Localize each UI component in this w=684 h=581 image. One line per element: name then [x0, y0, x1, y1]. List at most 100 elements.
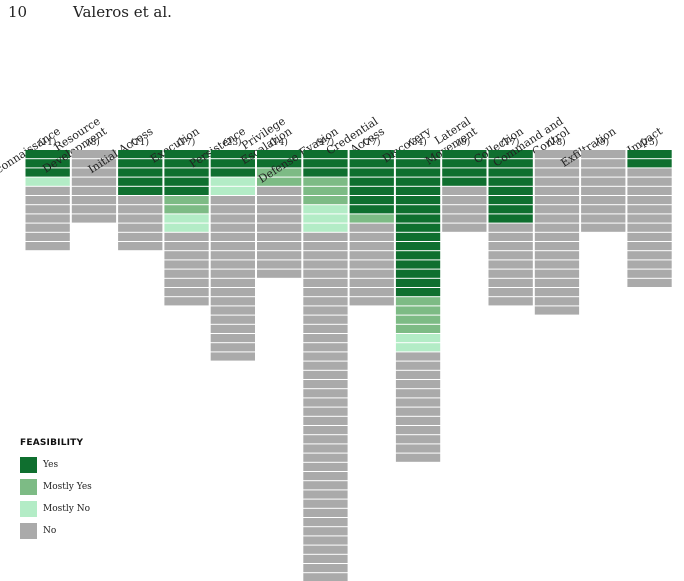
- cell-discovery-yes: [395, 214, 441, 223]
- cell-discovery-no: [395, 361, 441, 370]
- cell-defense-evasion-no: [303, 269, 348, 278]
- cell-privilege-escalation-yes: [257, 159, 302, 168]
- cell-persistence-no: [210, 288, 255, 297]
- cell-execution-no: [164, 297, 209, 306]
- cell-resource-development-no: [71, 150, 117, 159]
- cell-privilege-escalation-no: [257, 196, 302, 205]
- cell-privilege-escalation-no: [257, 251, 302, 260]
- cell-defense-evasion-yes: [303, 168, 348, 177]
- cell-defense-evasion-no: [303, 389, 348, 398]
- cell-discovery-yes: [395, 150, 441, 159]
- cell-privilege-escalation-no: [257, 232, 302, 241]
- legend-label-yes: Yes: [43, 460, 59, 470]
- cell-privilege-escalation-mostly-yes: [257, 168, 302, 177]
- cell-credential-access-mostly-yes: [349, 214, 394, 223]
- cell-discovery-no: [395, 389, 441, 398]
- cell-credential-access-yes: [349, 196, 394, 205]
- cell-defense-evasion-no: [303, 398, 348, 407]
- cell-exfiltration-no: [581, 159, 626, 168]
- cell-command-and-control-no: [534, 214, 580, 223]
- cell-impact-yes: [627, 159, 672, 168]
- cell-defense-evasion-no: [303, 508, 348, 517]
- cell-credential-access-no: [349, 223, 394, 232]
- cell-persistence-no: [210, 232, 255, 241]
- cell-discovery-no: [395, 398, 441, 407]
- cell-lateral-movement-yes: [442, 159, 487, 168]
- cell-initial-access-no: [118, 242, 163, 251]
- cell-exfiltration-no: [581, 196, 626, 205]
- cell-collection-yes: [488, 186, 533, 195]
- cell-execution-yes: [164, 150, 209, 159]
- cell-persistence-no: [210, 343, 255, 352]
- cell-reconnaissance-no: [25, 214, 70, 223]
- cell-collection-yes: [488, 159, 533, 168]
- cell-discovery-no: [395, 444, 441, 453]
- cell-collection-yes: [488, 150, 533, 159]
- cell-reconnaissance-yes: [25, 159, 70, 168]
- cell-lateral-movement-no: [442, 196, 487, 205]
- cell-impact-no: [627, 168, 672, 177]
- cell-persistence-yes: [210, 159, 255, 168]
- cell-impact-no: [627, 205, 672, 214]
- cell-reconnaissance-no: [25, 196, 70, 205]
- count-label-discovery: (34): [408, 137, 426, 148]
- cell-persistence-no: [210, 297, 255, 306]
- cell-discovery-yes: [395, 278, 441, 287]
- cell-privilege-escalation-yes: [257, 150, 302, 159]
- cell-defense-evasion-no: [303, 554, 348, 563]
- cell-command-and-control-no: [534, 232, 580, 241]
- count-label-initial-access: (11): [131, 137, 149, 148]
- cell-collection-no: [488, 269, 533, 278]
- cell-defense-evasion-no: [303, 297, 348, 306]
- cell-credential-access-no: [349, 297, 394, 306]
- cell-resource-development-no: [71, 214, 117, 223]
- cell-defense-evasion-no: [303, 416, 348, 425]
- cell-execution-yes: [164, 168, 209, 177]
- cell-persistence-mostly-no: [210, 177, 255, 186]
- cell-persistence-no: [210, 278, 255, 287]
- count-label-exfiltration: (9): [596, 137, 609, 148]
- cell-impact-no: [627, 232, 672, 241]
- cell-credential-access-yes: [349, 205, 394, 214]
- count-label-lateral-movement: (9): [457, 137, 470, 148]
- cell-resource-development-no: [71, 177, 117, 186]
- cell-discovery-mostly-no: [395, 343, 441, 352]
- cell-defense-evasion-mostly-yes: [303, 177, 348, 186]
- cell-defense-evasion-no: [303, 564, 348, 573]
- cell-discovery-mostly-yes: [395, 324, 441, 333]
- cell-persistence-yes: [210, 150, 255, 159]
- cell-persistence-no: [210, 223, 255, 232]
- cell-discovery-yes: [395, 288, 441, 297]
- cell-initial-access-no: [118, 214, 163, 223]
- cell-execution-no: [164, 260, 209, 269]
- cell-defense-evasion-yes: [303, 159, 348, 168]
- cell-impact-no: [627, 177, 672, 186]
- count-label-privilege-escalation: (14): [269, 137, 287, 148]
- cell-collection-no: [488, 288, 533, 297]
- cell-resource-development-no: [71, 196, 117, 205]
- cell-reconnaissance-no: [25, 223, 70, 232]
- cell-persistence-no: [210, 334, 255, 343]
- cell-collection-no: [488, 242, 533, 251]
- cell-discovery-yes: [395, 269, 441, 278]
- cell-persistence-no: [210, 352, 255, 361]
- cell-resource-development-no: [71, 186, 117, 195]
- cell-discovery-yes: [395, 196, 441, 205]
- cell-defense-evasion-no: [303, 242, 348, 251]
- cell-discovery-no: [395, 407, 441, 416]
- cell-lateral-movement-no: [442, 186, 487, 195]
- cell-defense-evasion-no: [303, 343, 348, 352]
- cell-command-and-control-no: [534, 269, 580, 278]
- count-label-defense-evasion: (47): [316, 137, 334, 148]
- cell-collection-no: [488, 260, 533, 269]
- cell-defense-evasion-no: [303, 518, 348, 527]
- cell-privilege-escalation-no: [257, 242, 302, 251]
- cell-persistence-no: [210, 306, 255, 315]
- cell-defense-evasion-mostly-yes: [303, 186, 348, 195]
- cell-execution-mostly-no: [164, 214, 209, 223]
- cell-discovery-mostly-yes: [395, 306, 441, 315]
- count-label-reconnaissance: (11): [38, 137, 56, 148]
- cell-credential-access-yes: [349, 150, 394, 159]
- cell-defense-evasion-mostly-no: [303, 214, 348, 223]
- cell-execution-no: [164, 288, 209, 297]
